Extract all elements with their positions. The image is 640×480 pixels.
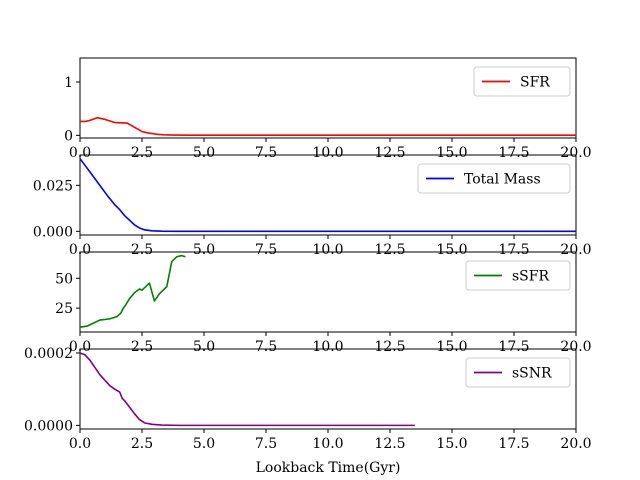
legend-label: Total Mass <box>464 172 541 188</box>
panel-ssfr: 0.0 2.5 5.0 7.5 10.0 12.5 15.0 17.5 20.0 25 50 sSFR <box>55 251 592 355</box>
x-tick-label: 7.5 <box>255 436 277 452</box>
x-tick-label: 17.5 <box>498 242 529 258</box>
y-tick-label: 25 <box>55 301 73 317</box>
legend: SFR <box>473 66 571 97</box>
x-tick-label: 17.5 <box>498 436 529 452</box>
legend-box <box>465 357 571 388</box>
x-tick-label: 15.0 <box>436 242 467 258</box>
x-tick-label: 7.5 <box>255 242 277 258</box>
legend-label: sSFR <box>512 269 549 285</box>
series-line-ssfr <box>79 254 186 329</box>
x-tick-label: 0.0 <box>69 339 91 355</box>
x-tick-label: 5.0 <box>193 339 215 355</box>
x-tick-label: 17.5 <box>498 145 529 161</box>
x-tick-label: 15.0 <box>436 145 467 161</box>
x-tick-label: 7.5 <box>255 339 277 355</box>
x-tick-label: 10.0 <box>312 436 343 452</box>
panel-sfr: 0.0 2.5 5.0 7.5 10.0 12.5 15.0 17.5 20.0 0 1 SFR <box>64 57 592 161</box>
x-tick-label: 0.0 <box>69 242 91 258</box>
x-tick-label: 7.5 <box>255 145 277 161</box>
x-tick-label: 2.5 <box>131 436 153 452</box>
x-tick-label: 15.0 <box>436 436 467 452</box>
x-tick-label: 2.5 <box>131 145 153 161</box>
x-tick-label: 12.5 <box>374 436 405 452</box>
x-tick-label: 12.5 <box>374 339 405 355</box>
x-tick-label: 20.0 <box>560 242 591 258</box>
x-tick-label: 15.0 <box>436 339 467 355</box>
x-tick-label: 20.0 <box>560 436 591 452</box>
y-tick-label: 0.000 <box>33 224 73 240</box>
x-tick-label: 5.0 <box>193 145 215 161</box>
x-tick-label: 10.0 <box>312 242 343 258</box>
panel-ssnr: 0.0 2.5 5.0 7.5 10.0 12.5 15.0 17.5 20.0 0.0000 0.… <box>24 346 592 452</box>
x-tick-label: 10.0 <box>312 339 343 355</box>
x-tick-label: 2.5 <box>131 242 153 258</box>
legend-label: SFR <box>520 75 550 91</box>
x-tick-label: 5.0 <box>193 436 215 452</box>
y-tick-label: 0 <box>64 128 73 144</box>
x-tick-label: 0.0 <box>69 436 91 452</box>
x-tick-label: 10.0 <box>312 145 343 161</box>
x-tick-label: 2.5 <box>131 339 153 355</box>
y-tick-label: 0.025 <box>33 178 73 194</box>
x-tick-label: 5.0 <box>193 242 215 258</box>
y-tick-label: 50 <box>55 271 73 287</box>
legend: Total Mass <box>417 163 571 194</box>
x-axis-title: Lookback Time(Gyr) <box>256 460 401 476</box>
x-tick-label: 17.5 <box>498 339 529 355</box>
legend-box <box>417 163 571 194</box>
x-tick-label: 0.0 <box>69 145 91 161</box>
series-line-total-mass <box>79 158 576 233</box>
series-line-ssnr <box>79 352 415 427</box>
x-tick-label: 12.5 <box>374 145 405 161</box>
legend-label: sSNR <box>512 366 552 382</box>
x-tick-label: 12.5 <box>374 242 405 258</box>
legend-box <box>473 66 571 97</box>
y-tick-label: 0.0000 <box>24 418 73 434</box>
y-tick-label: 1 <box>64 75 73 91</box>
panel-total-mass: 0.0 2.5 5.0 7.5 10.0 12.5 15.0 17.5 20.0 0.000 0.0… <box>33 154 592 258</box>
series-line-sfr <box>80 116 576 137</box>
x-tick-label: 20.0 <box>560 145 591 161</box>
legend: sSNR <box>465 357 571 388</box>
x-tick-label: 20.0 <box>560 339 591 355</box>
y-tick-label: 0.0002 <box>24 346 73 362</box>
legend: sSFR <box>465 260 571 291</box>
legend-box <box>465 260 571 291</box>
